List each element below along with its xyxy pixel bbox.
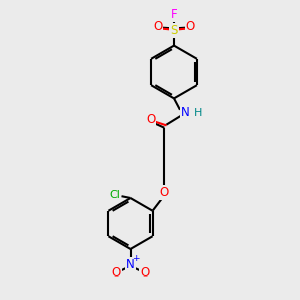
- Text: O: O: [160, 186, 169, 199]
- Text: O: O: [140, 266, 149, 280]
- Text: N: N: [126, 258, 135, 271]
- Text: ⁻: ⁻: [113, 274, 119, 285]
- Text: +: +: [132, 254, 139, 263]
- Text: N: N: [181, 106, 190, 119]
- Text: ⁻: ⁻: [142, 274, 148, 285]
- Text: S: S: [170, 24, 178, 37]
- Text: F: F: [171, 8, 177, 22]
- Text: Cl: Cl: [110, 190, 120, 200]
- Text: H: H: [194, 108, 202, 118]
- Text: O: O: [112, 266, 121, 280]
- Text: O: O: [186, 20, 195, 33]
- Text: O: O: [153, 20, 162, 33]
- Text: O: O: [146, 113, 155, 126]
